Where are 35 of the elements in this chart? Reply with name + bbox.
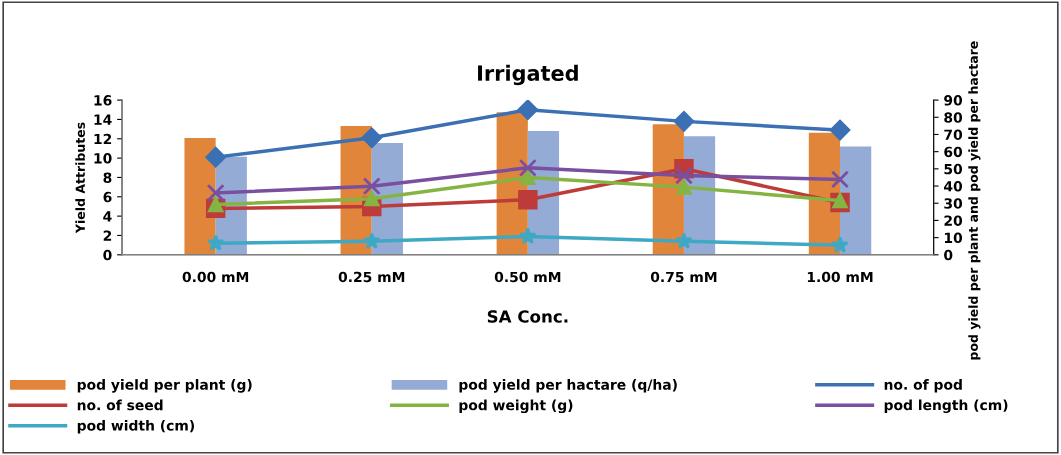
y-axis-title: Yield Attributes — [75, 122, 85, 234]
y2-tick-label: 90 — [944, 95, 963, 106]
legend-label: no. of seed — [77, 399, 163, 411]
y2-tick-label: 40 — [944, 181, 963, 192]
y-tick-label: 10 — [94, 153, 112, 164]
y-tick-label: 0 — [103, 249, 112, 261]
y2-tick-label: 50 — [944, 163, 963, 175]
y2-tick-label: 60 — [944, 146, 963, 158]
y2-tick-label: 0 — [944, 249, 953, 261]
chart-title: Irrigated — [478, 64, 578, 86]
legend-label: pod yield per plant (g) — [77, 379, 252, 393]
legend-label: no. of pod — [884, 379, 962, 393]
legend-label: pod weight (g) — [459, 399, 573, 414]
y-tick-label: 2 — [103, 230, 112, 241]
y2-tick-label: 10 — [944, 232, 963, 244]
x-tick-label: 0.00 mM — [182, 271, 249, 283]
y-tick-label: 8 — [103, 172, 112, 183]
x-tick-label: 0.50 mM — [494, 271, 561, 283]
y-tick-label: 4 — [103, 211, 112, 222]
legend-label: pod yield per hactare (q/ha) — [459, 379, 677, 393]
x-tick-label: 1.00 mM — [807, 271, 873, 283]
y-tick-label: 6 — [103, 191, 112, 203]
x-axis-title: SA Conc. — [487, 310, 568, 323]
x-tick-label: 0.25 mM — [338, 271, 405, 283]
legend-label: pod length (cm) — [884, 399, 1008, 414]
y2-tick-label: 80 — [944, 112, 963, 123]
y-tick-label: 12 — [94, 133, 112, 145]
y2-tick-label: 70 — [944, 129, 963, 140]
y-tick-label: 14 — [94, 114, 112, 125]
y-tick-label: 16 — [94, 95, 112, 106]
legend-label: pod width (cm) — [77, 419, 194, 434]
y2-tick-label: 30 — [944, 198, 963, 209]
x-tick-label: 0.75 mM — [650, 271, 717, 283]
y2-tick-label: 20 — [944, 215, 963, 226]
y2-axis-title: pod yield per plant and pod yield per hactare — [968, 41, 981, 360]
